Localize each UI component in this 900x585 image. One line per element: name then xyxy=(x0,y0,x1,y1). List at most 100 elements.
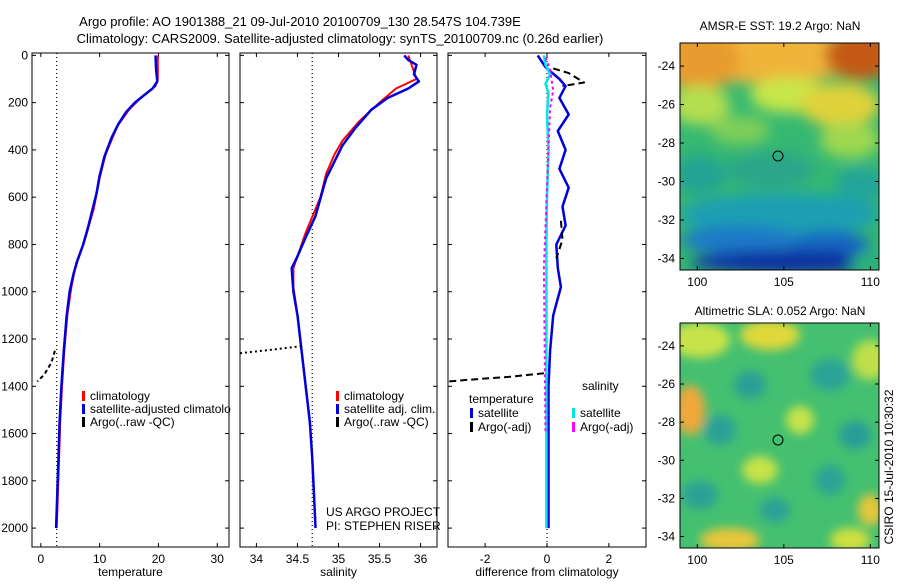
sla-ytick-label: -26 xyxy=(658,377,676,391)
sst-map-axes: 100 105 110 -24 -26 -28 -30 -32 -34 xyxy=(658,43,880,289)
difference-xlabel: difference from climatology xyxy=(475,565,618,579)
sla-ytick-label: -32 xyxy=(658,491,676,505)
salinity-xtick-label: 34.5 xyxy=(286,552,310,566)
legend-swatch xyxy=(336,391,339,401)
salinity-xlabel: salinity xyxy=(320,565,357,579)
sst-ytick-label: -32 xyxy=(658,213,676,227)
temperature-ytick-label: 400 xyxy=(8,143,28,157)
sst-xtick-label: 100 xyxy=(687,275,707,289)
sst-map-image xyxy=(680,43,879,270)
legend-label: satellite adj. clim. xyxy=(344,402,435,416)
sla-ytick-label: -34 xyxy=(658,530,676,544)
sla-map-title: Altimetric SLA: 0.052 Argo: NaN xyxy=(695,304,866,318)
legend-label: Argo(-adj) xyxy=(580,420,633,434)
sst-ytick-label: -26 xyxy=(658,98,676,112)
sst-ytick-label: -28 xyxy=(658,136,676,150)
temperature-xtick-label: 30 xyxy=(211,552,225,566)
legend-swatch xyxy=(82,417,85,427)
legend-label: Argo(..raw -QC) xyxy=(344,415,429,429)
sst-xtick-label: 105 xyxy=(774,275,794,289)
legend-title-temperature: temperature xyxy=(469,392,534,406)
salinity-xtick-label: 35 xyxy=(332,552,346,566)
temperature-ytick-label: 1000 xyxy=(1,285,28,299)
difference-series-group xyxy=(448,54,586,529)
sla-map-axes: 100 105 110 -24 -26 -28 -30 -32 -34 xyxy=(658,323,880,567)
sst-ytick-label: -30 xyxy=(658,175,676,189)
legend-title-salinity: salinity xyxy=(582,379,619,393)
temperature-ytick-label: 800 xyxy=(8,237,28,251)
difference-series-temp-argo-mid xyxy=(555,220,564,259)
difference-xtick-label: -2 xyxy=(480,552,491,566)
temperature-ytick-label: 1200 xyxy=(1,332,28,346)
temperature-ytick-label: 1600 xyxy=(1,427,28,441)
salinity-xtick-label: 36 xyxy=(414,552,428,566)
difference-series-temp-argo xyxy=(552,67,586,88)
sla-xtick-label: 100 xyxy=(687,553,707,567)
temperature-ytick-label: 200 xyxy=(8,96,28,110)
salinity-annotation: PI: STEPHEN RISER xyxy=(326,519,441,533)
sla-argo-marker xyxy=(772,434,784,446)
profile-panels: 0 200 400 600 800 1000 1200 1400 1600 1800 2000 0 10… xyxy=(1,48,647,579)
temperature-ytick-label: 0 xyxy=(21,48,28,62)
legend-label: climatology xyxy=(344,389,404,403)
legend-swatch xyxy=(572,422,575,432)
temperature-xlabel: temperature xyxy=(98,565,163,579)
sla-map: Altimetric SLA: 0.052 Argo: NaN xyxy=(658,304,881,567)
difference-series-sal-argo xyxy=(542,57,555,434)
sla-ytick-label: -30 xyxy=(658,453,676,467)
temperature-ytick-label: 1800 xyxy=(1,474,28,488)
sla-ytick-label: -24 xyxy=(658,339,676,353)
difference-xtick-label: 0 xyxy=(544,552,551,566)
legend-swatch xyxy=(82,404,85,414)
sla-ytick-label: -28 xyxy=(658,415,676,429)
temperature-series-group xyxy=(36,55,159,529)
legend-swatch xyxy=(572,408,575,418)
panel-salinity: 34 34.5 35 35.5 36 salinity climatologysatelli… xyxy=(239,52,441,579)
legend-swatch xyxy=(336,417,339,427)
temperature-xtick-label: 10 xyxy=(93,552,107,566)
salinity-series-group xyxy=(240,54,421,529)
salinity-annotation: US ARGO PROJECT xyxy=(326,505,441,519)
salinity-xtick-label: 35.5 xyxy=(368,552,392,566)
difference-series-temp-argo-deep xyxy=(448,372,545,383)
sst-map: AMSR-E SST: 19.2 Argo: NaN xyxy=(658,19,881,289)
legend-swatch xyxy=(470,408,473,418)
sla-map-image xyxy=(680,323,879,548)
salinity-xtick-label: 34 xyxy=(250,552,264,566)
legend-label: satellite xyxy=(478,406,519,420)
legend-swatch xyxy=(470,422,473,432)
temperature-ytick-label: 1400 xyxy=(1,379,28,393)
sla-xtick-label: 110 xyxy=(861,553,880,567)
sst-xtick-label: 110 xyxy=(861,275,880,289)
temperature-ytick-label: 2000 xyxy=(1,521,28,535)
legend-label: Argo(-adj) xyxy=(478,420,531,434)
panel-temperature: 0 200 400 600 800 1000 1200 1400 1600 1800 2000 0 10… xyxy=(1,48,231,579)
sst-map-title: AMSR-E SST: 19.2 Argo: NaN xyxy=(700,19,861,33)
temperature-xtick-label: 0 xyxy=(37,552,44,566)
legend-swatch xyxy=(336,404,339,414)
legend-label: Argo(..raw -QC) xyxy=(90,415,175,429)
salinity-series-satellite xyxy=(290,54,421,529)
temperature-series-satellite xyxy=(54,55,159,529)
figure-title-line1: Argo profile: AO 1901388_21 09-Jul-2010 … xyxy=(79,14,521,29)
sst-ytick-label: -34 xyxy=(658,251,676,265)
temperature-ytick-label: 600 xyxy=(8,190,28,204)
difference-series-temp-satellite xyxy=(536,54,570,529)
legend-label: satellite-adjusted climatolo xyxy=(90,402,231,416)
difference-legend: temperaturesalinitysatelliteArgo(-adj)sa… xyxy=(469,379,633,434)
temperature-series-argo xyxy=(36,350,56,383)
figure-title-line2: Climatology: CARS2009. Satellite-adjuste… xyxy=(77,31,604,46)
salinity-plot-frame xyxy=(239,52,438,548)
difference-series-sal-satellite xyxy=(542,55,552,529)
salinity-series-argo xyxy=(240,345,302,355)
legend-swatch xyxy=(82,391,85,401)
sst-argo-marker xyxy=(772,150,784,162)
difference-xtick-label: 2 xyxy=(606,552,613,566)
legend-label: satellite xyxy=(580,406,621,420)
temperature-plot-frame xyxy=(31,52,230,548)
csiro-stamp: CSIRO 15-Jul-2010 10:30:32 xyxy=(882,389,896,544)
